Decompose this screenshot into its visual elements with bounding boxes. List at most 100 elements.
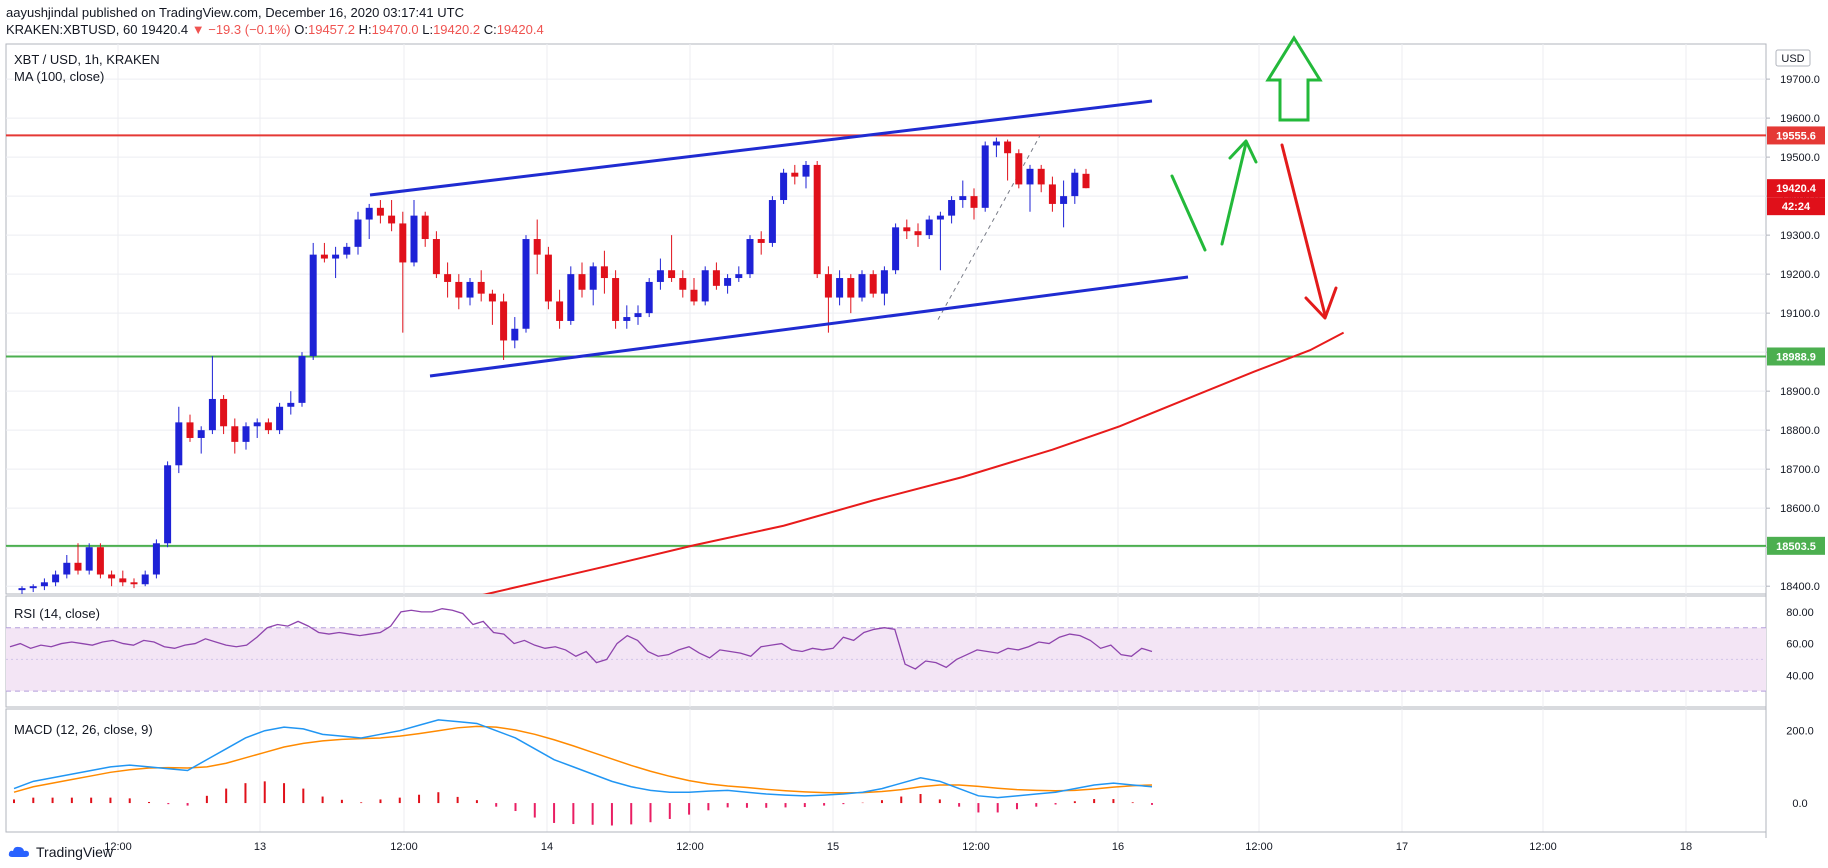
bullish-candle <box>287 402 295 407</box>
bearish-candle <box>455 281 463 298</box>
bullish-candle <box>85 547 93 571</box>
bearish-candle <box>757 239 765 243</box>
bullish-candle <box>948 200 956 216</box>
ma-legend: MA (100, close) <box>14 69 105 84</box>
bullish-candle <box>645 281 653 314</box>
bearish-candle <box>690 289 698 302</box>
macd-signal-line <box>13 725 1153 794</box>
bar-countdown-tag-bg <box>1767 197 1825 216</box>
bullish-candle <box>298 356 306 403</box>
bullish-candle <box>343 246 351 255</box>
support-upper-price-tag: 18988.9 <box>1776 351 1816 363</box>
bullish-candle <box>242 426 250 442</box>
bullish-candle <box>18 588 26 591</box>
publisher-name[interactable]: aayushjindal <box>6 5 79 20</box>
chart-header: aayushjindal published on TradingView.co… <box>0 0 1828 44</box>
x-tick-label: 18 <box>1680 841 1692 853</box>
bullish-candle <box>858 274 866 298</box>
bullish-candle <box>141 574 149 585</box>
bearish-candle <box>578 274 586 290</box>
bullish-candle <box>29 586 37 589</box>
x-tick-label: 14 <box>541 841 553 853</box>
bearish-candle <box>869 274 877 294</box>
x-tick-label: 12:00 <box>962 841 990 853</box>
x-tick-label: 12:00 <box>1245 841 1273 853</box>
y-tick-label: 19600.0 <box>1780 113 1820 125</box>
y-tick-label: 18900.0 <box>1780 386 1820 398</box>
rsi-tick-label: 80.00 <box>1786 607 1814 619</box>
bearish-candle <box>544 254 552 302</box>
bullish-candle <box>892 227 900 271</box>
close-value: 19420.4 <box>496 22 544 37</box>
y-tick-label: 19500.0 <box>1780 152 1820 164</box>
ma100-line <box>482 331 1345 594</box>
price-change: ▼ −19.3 (−0.1%) <box>191 22 291 37</box>
bearish-candle <box>1037 168 1045 185</box>
bullish-candle <box>746 239 754 275</box>
bearish-candle <box>791 172 799 177</box>
bearish-candle <box>421 215 429 240</box>
bullish-candle <box>63 562 71 575</box>
macd-line <box>13 719 1153 799</box>
bullish-candle <box>175 422 183 466</box>
bullish-candle <box>735 274 743 279</box>
high-value: 19470.0 <box>371 22 419 37</box>
bullish-candle <box>522 239 530 329</box>
bearish-candle <box>477 281 485 294</box>
bullish-candle <box>880 270 888 294</box>
rsi-tick-label: 40.00 <box>1786 670 1814 682</box>
y-tick-label: 19100.0 <box>1780 308 1820 320</box>
bullish-candle <box>567 274 575 321</box>
bullish-candle <box>365 207 373 220</box>
bullish-candle <box>309 254 317 357</box>
bullish-candle <box>589 266 597 290</box>
bullish-candle <box>332 254 340 259</box>
ohlc-line: KRAKEN:XBTUSD, 60 19420.4 ▼ −19.3 (−0.1%… <box>6 22 544 37</box>
y-tick-label: 19300.0 <box>1780 230 1820 242</box>
macd-legend: MACD (12, 26, close, 9) <box>14 722 153 737</box>
bullish-candle <box>410 215 418 263</box>
bearish-candle <box>679 278 687 290</box>
support-lower-price-tag: 18503.5 <box>1776 541 1816 553</box>
bullish-candle <box>992 141 1000 146</box>
currency-badge <box>1775 49 1811 67</box>
rsi-legend: RSI (14, close) <box>14 606 100 621</box>
bearish-candle <box>488 293 496 302</box>
bearish-candle <box>600 266 608 279</box>
bearish-candle <box>376 207 384 216</box>
bearish-candle <box>903 227 911 232</box>
macd-tick-label: 0.0 <box>1792 798 1807 810</box>
published-text: published on TradingView.com, December 1… <box>81 5 464 20</box>
channel-upper-trendline <box>369 99 1153 197</box>
bullish-candle <box>253 422 261 427</box>
bearish-candle <box>1015 153 1023 185</box>
rsi-tick-label: 60.00 <box>1786 639 1814 651</box>
bearish-candle <box>1004 141 1012 154</box>
bullish-candle <box>623 317 631 321</box>
bearish-candle <box>119 578 127 583</box>
bearish-candle <box>970 196 978 208</box>
y-tick-label: 18600.0 <box>1780 503 1820 515</box>
bullish-candle <box>40 582 48 587</box>
last-price-tag-bg <box>1767 179 1825 198</box>
bullish-candle <box>768 200 776 243</box>
bar-countdown-tag: 42:24 <box>1782 201 1811 213</box>
tradingview-logo[interactable]: TradingView <box>8 844 113 860</box>
low-value: 19420.2 <box>433 22 481 37</box>
x-tick-label: 13 <box>254 841 266 853</box>
open-value: 19457.2 <box>307 22 355 37</box>
bearish-candle <box>914 231 922 236</box>
red-down-arrowhead <box>1304 286 1338 320</box>
bullish-candle <box>936 215 944 220</box>
bearish-candle <box>500 301 508 341</box>
currency-label: USD <box>1781 53 1804 65</box>
bullish-candle <box>208 398 216 431</box>
bullish-candle <box>466 281 474 298</box>
support-upper-price-tag-bg <box>1767 347 1825 366</box>
y-tick-label: 19200.0 <box>1780 269 1820 281</box>
main-pane-title: XBT / USD, 1h, KRAKEN <box>14 52 160 67</box>
bearish-candle <box>712 270 720 286</box>
tradingview-brand: TradingView <box>36 844 114 860</box>
x-tick-label: 12:00 <box>104 841 132 853</box>
